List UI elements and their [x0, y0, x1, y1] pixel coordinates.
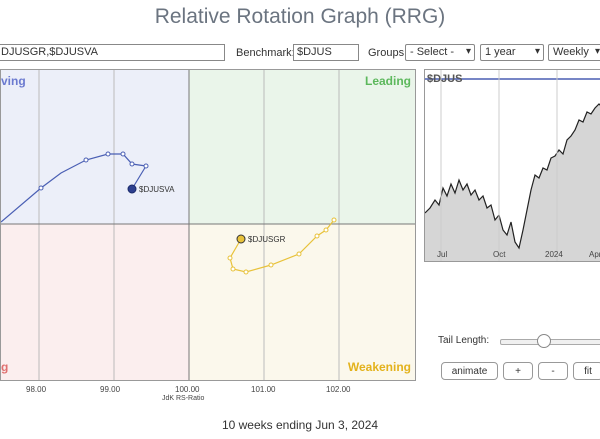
- fit-button[interactable]: fit: [573, 362, 600, 380]
- x-tick: 98.00: [26, 385, 47, 394]
- rrg-plot[interactable]: ving Leading g Weakening $DJUSVA: [0, 69, 416, 381]
- quadrant-label-improving: ving: [1, 74, 26, 88]
- quadrant-weakening: [189, 224, 415, 380]
- price-x-tick: 2024: [545, 250, 563, 259]
- tail-length-slider-handle[interactable]: [537, 334, 551, 348]
- price-chart-symbol: $DJUS: [427, 73, 463, 85]
- quadrant-label-weakening: Weakening: [347, 360, 411, 374]
- series-trail-djusva: [1, 151, 149, 223]
- groups-select-value: - Select -: [410, 46, 455, 58]
- price-x-tick: Jul: [437, 250, 448, 259]
- frequency-select[interactable]: Weekly ▾: [548, 44, 600, 61]
- x-tick: 99.00: [100, 385, 121, 394]
- rrg-trails: $DJUSVA $DJUSGR: [1, 70, 415, 380]
- date-range-caption: 10 weeks ending Jun 3, 2024: [221, 418, 379, 432]
- frequency-select-value: Weekly: [553, 46, 589, 58]
- x-tick: 100.00: [175, 385, 200, 394]
- chevron-down-icon: ▾: [465, 46, 471, 57]
- tail-length-label: Tail Length:: [438, 335, 490, 346]
- benchmark-label: Benchmark:: [236, 47, 295, 59]
- zoom-out-button[interactable]: -: [538, 362, 568, 380]
- symbols-input[interactable]: DJUSGR,$DJUSVA: [0, 44, 225, 61]
- quadrant-leading: [189, 70, 415, 224]
- price-x-tick: Apr: [589, 250, 600, 259]
- quadrant-label-leading: Leading: [364, 74, 411, 88]
- chevron-down-icon: ▾: [534, 46, 540, 57]
- controls-bar: DJUSGR,$DJUSVA Benchmark: $DJUS Groups: …: [0, 44, 600, 64]
- series-label-djusgr: $DJUSGR: [248, 235, 286, 244]
- quadrant-lagging: [1, 224, 189, 380]
- price-x-tick: Oct: [493, 250, 506, 259]
- benchmark-price-chart[interactable]: $DJUS: [424, 69, 600, 262]
- series-trail-djusgr: [227, 217, 337, 275]
- page-title: Relative Rotation Graph (RRG): [154, 5, 446, 28]
- series-head-djusva: [127, 184, 137, 194]
- series-head-djusgr: [236, 234, 246, 244]
- x-tick: 102.00: [326, 385, 351, 394]
- benchmark-input[interactable]: $DJUS: [293, 44, 359, 61]
- rrg-x-axis: 98.00 99.00 100.00 101.00 102.00 JdK RS-…: [0, 381, 420, 411]
- animate-button[interactable]: animate: [441, 362, 498, 380]
- chevron-down-icon: ▾: [594, 46, 600, 57]
- quadrant-label-lagging: g: [1, 360, 9, 374]
- groups-label: Groups:: [368, 47, 408, 59]
- price-chart-svg: [425, 70, 600, 261]
- zoom-in-button[interactable]: +: [503, 362, 533, 380]
- period-select[interactable]: 1 year ▾: [480, 44, 544, 61]
- x-axis-label: JdK RS-Ratio: [162, 395, 205, 402]
- series-label-djusva: $DJUSVA: [139, 185, 175, 194]
- quadrant-improving: [1, 70, 189, 224]
- groups-select[interactable]: - Select - ▾: [405, 44, 475, 61]
- period-select-value: 1 year: [485, 46, 516, 58]
- x-tick: 101.00: [251, 385, 276, 394]
